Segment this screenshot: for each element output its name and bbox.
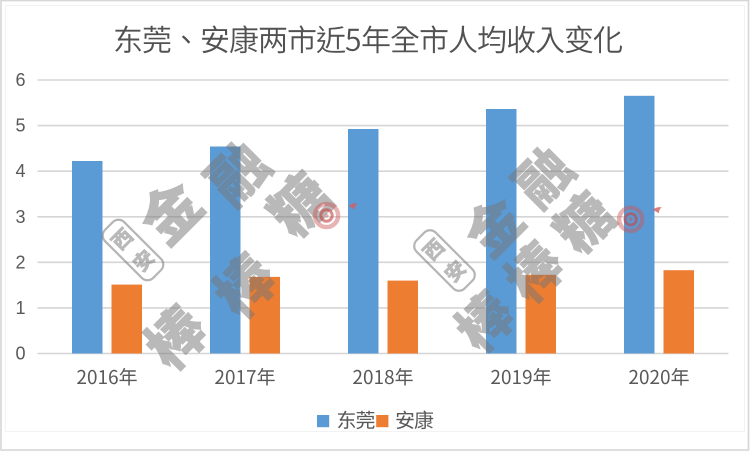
svg-text:6: 6	[15, 70, 25, 90]
svg-text:5: 5	[15, 116, 25, 136]
svg-text:4: 4	[15, 161, 25, 181]
svg-text:3: 3	[15, 207, 25, 227]
svg-text:2: 2	[15, 252, 25, 272]
svg-text:0: 0	[15, 344, 25, 364]
svg-text:1: 1	[15, 298, 25, 318]
